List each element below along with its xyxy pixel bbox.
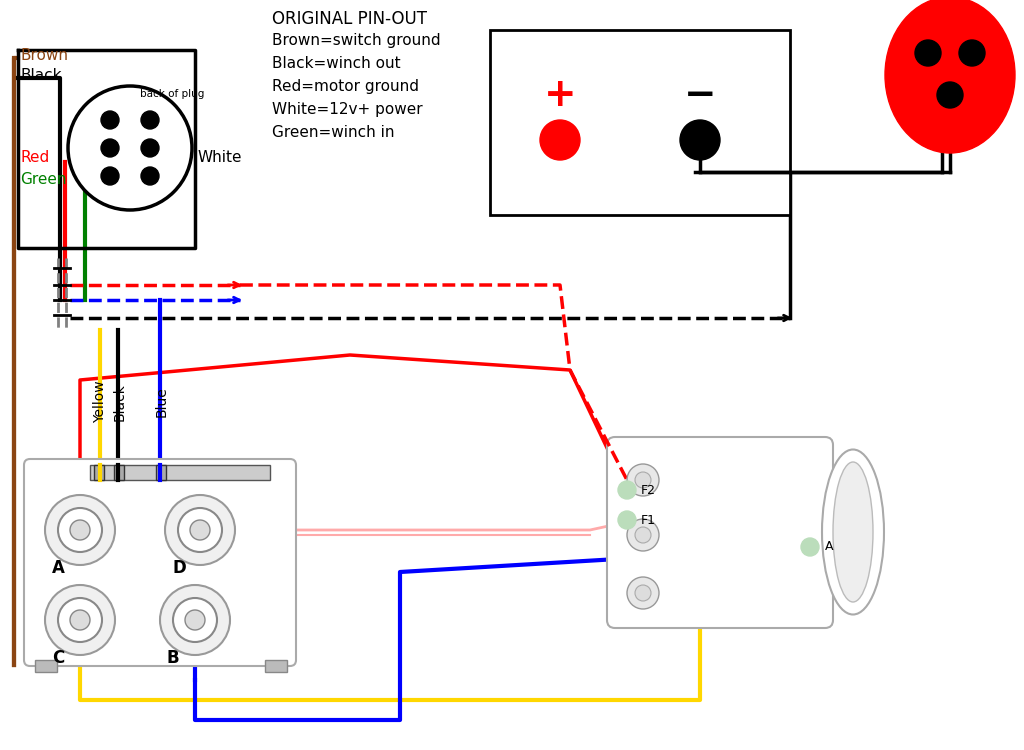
Ellipse shape (822, 449, 884, 614)
Text: A: A (52, 559, 65, 577)
Text: A: A (825, 541, 834, 554)
Circle shape (58, 508, 102, 552)
Text: +: + (544, 76, 577, 114)
Text: Black=winch out: Black=winch out (272, 56, 400, 71)
Circle shape (141, 111, 159, 129)
Text: B: B (167, 649, 179, 667)
Text: Brown: Brown (20, 47, 68, 62)
Text: White=12v+ power: White=12v+ power (272, 102, 423, 117)
Text: Yellow: Yellow (93, 381, 106, 423)
Text: Brown=switch ground: Brown=switch ground (272, 33, 440, 48)
Circle shape (58, 598, 102, 642)
Circle shape (160, 585, 230, 655)
Ellipse shape (885, 0, 1015, 153)
Circle shape (45, 585, 115, 655)
Circle shape (70, 520, 90, 540)
Bar (265, 660, 287, 672)
Circle shape (680, 120, 720, 160)
Text: White: White (198, 151, 243, 166)
Text: F1: F1 (641, 514, 656, 526)
Circle shape (937, 82, 963, 108)
Circle shape (101, 167, 119, 185)
Circle shape (45, 495, 115, 565)
FancyBboxPatch shape (607, 437, 833, 628)
Circle shape (635, 472, 651, 488)
Circle shape (635, 585, 651, 601)
Text: C: C (52, 649, 65, 667)
Circle shape (915, 40, 941, 66)
Circle shape (178, 508, 222, 552)
Text: Green: Green (20, 172, 67, 188)
Text: Green=winch in: Green=winch in (272, 125, 394, 140)
Text: Blue: Blue (155, 387, 169, 417)
Circle shape (141, 167, 159, 185)
Text: F2: F2 (641, 484, 656, 496)
Text: Red: Red (20, 151, 49, 166)
Circle shape (101, 139, 119, 157)
Circle shape (165, 495, 234, 565)
Circle shape (141, 139, 159, 157)
Circle shape (627, 464, 659, 496)
Bar (35, 660, 57, 672)
Circle shape (70, 610, 90, 630)
Circle shape (627, 577, 659, 609)
Text: Black: Black (113, 383, 127, 421)
Circle shape (627, 519, 659, 551)
Circle shape (540, 120, 580, 160)
Text: −: − (684, 76, 717, 114)
Circle shape (185, 610, 205, 630)
Bar (94, 465, 104, 480)
Circle shape (618, 481, 636, 499)
FancyBboxPatch shape (24, 459, 296, 666)
Bar (90, 465, 270, 480)
Text: D: D (172, 559, 185, 577)
Text: back of plug: back of plug (140, 89, 205, 99)
Circle shape (959, 40, 985, 66)
Circle shape (618, 511, 636, 529)
Text: Black: Black (20, 68, 61, 82)
Circle shape (173, 598, 217, 642)
Ellipse shape (833, 462, 873, 602)
Bar (114, 465, 124, 480)
Circle shape (801, 538, 819, 556)
Circle shape (68, 86, 193, 210)
Text: ORIGINAL PIN-OUT: ORIGINAL PIN-OUT (272, 10, 427, 28)
Circle shape (101, 111, 119, 129)
Bar (156, 465, 166, 480)
Text: Red=motor ground: Red=motor ground (272, 79, 419, 94)
Bar (490, 30, 790, 215)
Circle shape (190, 520, 210, 540)
Circle shape (635, 527, 651, 543)
